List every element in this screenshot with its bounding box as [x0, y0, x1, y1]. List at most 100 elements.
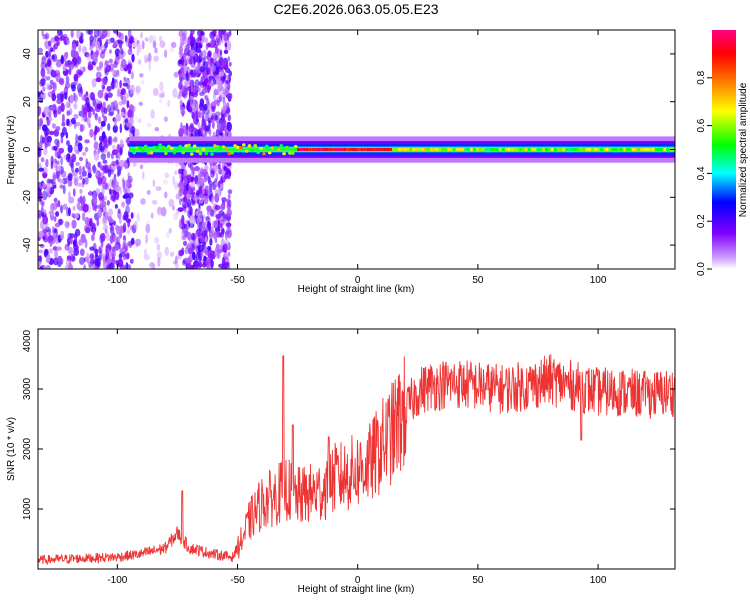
- carrier-peak: [291, 151, 295, 155]
- heatmap-cell: [120, 90, 123, 100]
- heatmap-cell: [211, 196, 214, 205]
- heatmap-cell: [159, 40, 166, 48]
- heatmap-cell: [56, 98, 63, 104]
- carrier-peak: [403, 147, 408, 152]
- heatmap-cell: [117, 151, 121, 162]
- heatmap-cell: [110, 101, 115, 108]
- heatmap-cell: [85, 30, 92, 35]
- carrier-peak: [429, 147, 434, 152]
- heatmap-cell: [213, 115, 217, 122]
- heatmap-cell: [153, 55, 159, 62]
- heatmap-cell: [125, 122, 131, 128]
- heatmap-cell: [226, 161, 232, 167]
- heatmap-cell: [107, 257, 112, 264]
- heatmap-cell: [75, 122, 81, 127]
- heatmap-cell: [160, 206, 167, 217]
- carrier-peak: [135, 146, 139, 150]
- carrier-peak: [565, 147, 569, 152]
- heatmap-cell: [190, 30, 195, 35]
- heatmap-cell: [214, 204, 221, 211]
- heatmap-cell: [52, 184, 57, 189]
- heatmap-cell: [209, 71, 213, 79]
- carrier-peak: [342, 147, 347, 152]
- heatmap-cell: [82, 212, 86, 219]
- heatmap-cell: [173, 181, 179, 190]
- carrier-peak: [510, 147, 514, 152]
- heatmap-cell: [194, 46, 198, 53]
- heatmap-cell: [57, 105, 62, 115]
- heatmap-cell: [227, 114, 231, 122]
- heatmap-cell: [135, 86, 140, 96]
- heatmap-cell: [54, 158, 57, 164]
- heatmap-cell: [86, 252, 90, 261]
- carrier-peak: [201, 147, 206, 151]
- heatmap-cell: [190, 180, 195, 191]
- heatmap-cell: [215, 172, 219, 182]
- heatmap-cell: [156, 243, 161, 251]
- carrier-peak: [570, 147, 575, 152]
- heatmap-cell: [158, 93, 165, 98]
- heatmap-cell: [56, 160, 60, 166]
- carrier-peak: [516, 147, 520, 152]
- heatmap-cell: [204, 78, 209, 84]
- heatmap-cell: [195, 210, 199, 216]
- heatmap-cell: [127, 63, 132, 70]
- colorbar-tick-label: 0.8: [696, 70, 707, 84]
- heatmap-cell: [190, 58, 196, 69]
- heatmap-cell: [64, 265, 71, 269]
- carrier-peak: [276, 147, 281, 152]
- heatmap-cell: [73, 175, 79, 184]
- heatmap-cell: [41, 56, 46, 65]
- heatmap-cell: [122, 241, 126, 249]
- carrier-peak: [501, 147, 506, 152]
- carrier-peak: [230, 151, 234, 155]
- carrier-peak: [250, 149, 255, 153]
- heatmap-cell: [50, 202, 55, 212]
- heatmap-cell: [200, 251, 204, 258]
- heatmap-cell: [225, 233, 228, 241]
- heatmap-cell: [198, 81, 204, 86]
- heatmap-cell: [123, 211, 129, 221]
- heatmap-cell: [50, 155, 54, 166]
- heatmap-cell: [62, 33, 68, 39]
- heatmap-cell: [154, 127, 159, 132]
- heatmap-cell: [77, 142, 83, 152]
- carrier-peak: [527, 147, 532, 152]
- heatmap-cell: [210, 182, 217, 191]
- heatmap-cell: [60, 156, 63, 166]
- heatmap-cell: [216, 99, 220, 107]
- heatmap-cell: [152, 40, 157, 49]
- heatmap-cell: [50, 178, 56, 185]
- heatmap-cell: [222, 169, 225, 178]
- heatmap-cell: [46, 57, 53, 68]
- heatmap-cell: [82, 177, 86, 185]
- heatmap-cell: [79, 257, 85, 265]
- carrier-peak: [256, 150, 261, 155]
- carrier-peak: [296, 147, 301, 152]
- heatmap-cell: [207, 249, 212, 254]
- heatmap-cell: [81, 95, 85, 101]
- carrier-peak: [423, 147, 428, 152]
- heatmap-cell: [220, 237, 225, 247]
- carrier-peak: [325, 147, 330, 152]
- heatmap-cell: [95, 50, 99, 58]
- heatmap-cell: [208, 128, 212, 137]
- heatmap-cell: [102, 101, 106, 109]
- heatmap-cell: [189, 100, 194, 108]
- heatmap-cell: [102, 85, 105, 90]
- heatmap-cell: [205, 216, 211, 224]
- heatmap-cell: [183, 169, 188, 176]
- carrier-peak: [415, 147, 419, 152]
- heatmap-cell: [66, 206, 69, 217]
- heatmap-cell: [52, 225, 55, 233]
- heatmap-cell: [119, 147, 123, 156]
- heatmap-cell: [60, 204, 63, 214]
- heatmap-cell: [79, 188, 83, 194]
- heatmap-cell: [89, 246, 95, 251]
- heatmap-cell: [103, 206, 107, 213]
- carrier-peak: [348, 147, 353, 152]
- carrier-peak: [328, 147, 333, 152]
- heatmap-cell: [89, 253, 95, 260]
- heatmap-cell: [60, 136, 64, 144]
- heatmap-cell: [100, 176, 107, 184]
